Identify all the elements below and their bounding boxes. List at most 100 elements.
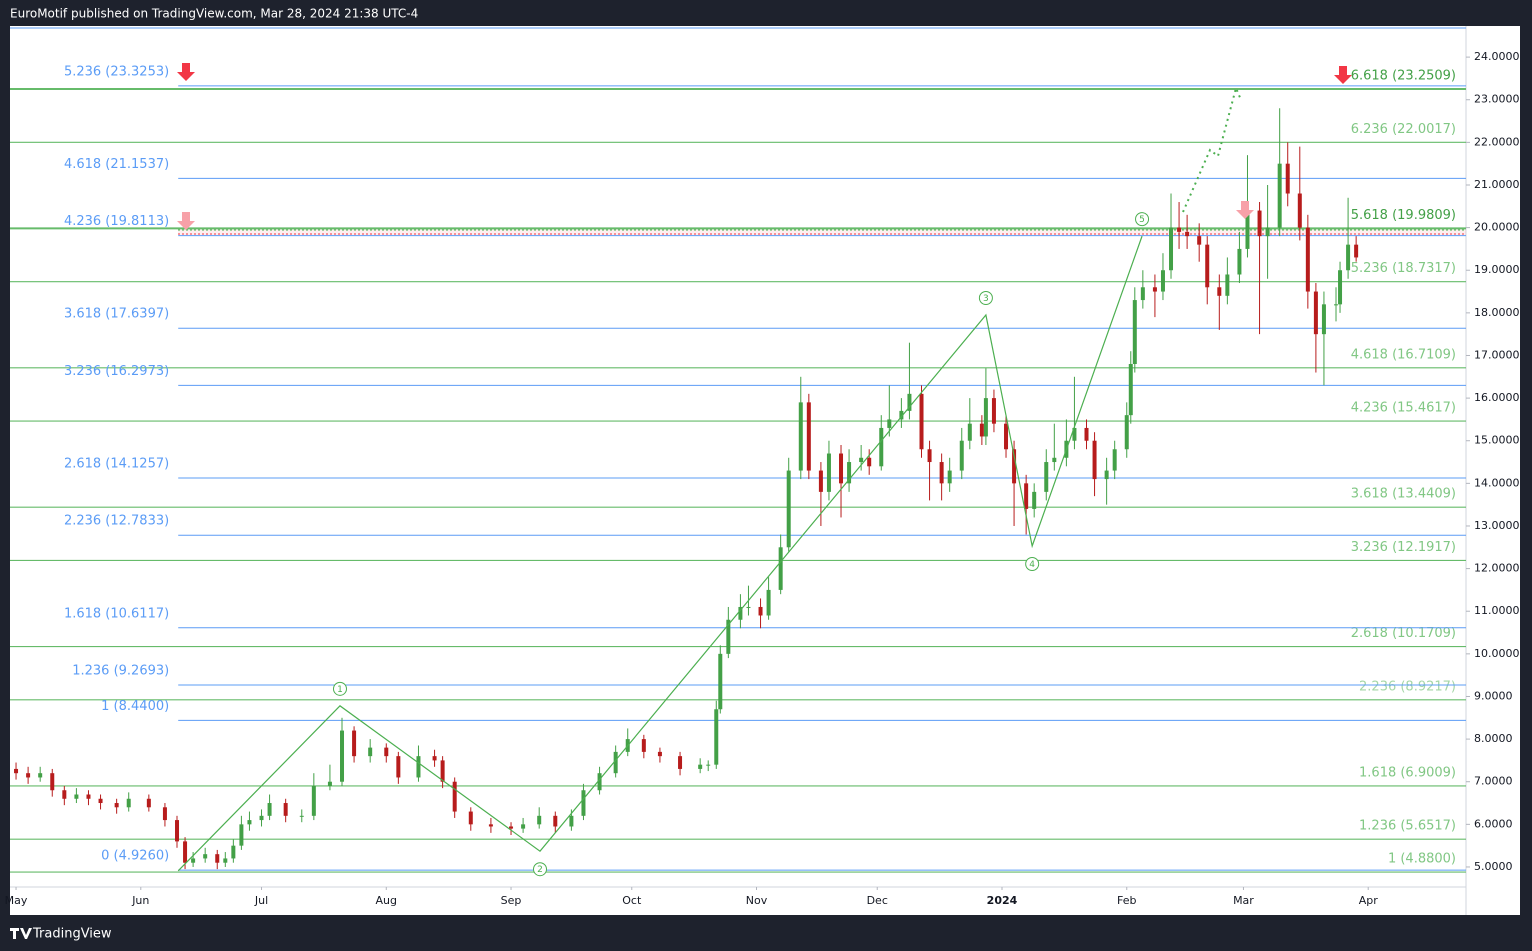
fib-level-label: 3.618 (17.6397)	[64, 307, 169, 322]
candle-body	[738, 606, 743, 620]
x-tick-label: Jul	[254, 894, 268, 907]
y-tick-label: 22.0000	[1474, 135, 1520, 148]
x-tick-label: Aug	[376, 894, 397, 907]
candle-body	[1245, 210, 1250, 249]
y-tick-label: 8.0000	[1474, 732, 1513, 745]
wave-label: 1	[337, 685, 343, 695]
candle-body	[239, 824, 244, 846]
fib-level-label: 4.236 (19.8113)	[64, 214, 169, 229]
candle-body	[867, 457, 872, 467]
candle-body	[1128, 364, 1133, 416]
candle-body	[979, 423, 984, 437]
candle-body	[1217, 287, 1222, 296]
y-tick-label: 7.0000	[1474, 775, 1513, 788]
header-text: EuroMotif published on TradingView.com, …	[10, 7, 418, 21]
candle-body	[283, 803, 288, 816]
candle-body	[440, 760, 445, 782]
candle-body	[1285, 163, 1290, 194]
target-zone	[178, 228, 1466, 235]
arrow-down	[177, 63, 195, 81]
wave-label: 4	[1029, 560, 1035, 570]
candle-body	[384, 747, 389, 757]
wave-label: 5	[1139, 215, 1145, 225]
fib-level-label: 1 (8.4400)	[101, 699, 169, 714]
arrow-down	[1236, 201, 1254, 219]
candle-body	[352, 730, 357, 757]
y-tick-label: 21.0000	[1474, 178, 1520, 191]
chart-panel	[10, 26, 1520, 915]
candle-body	[1185, 231, 1190, 237]
fib-level-label: 2.618 (10.1709)	[1351, 626, 1456, 641]
candle-body	[726, 619, 731, 654]
wave-label-circle	[978, 290, 993, 305]
candle-body	[1160, 270, 1165, 292]
candle-body	[553, 815, 558, 827]
candle-body	[613, 751, 618, 774]
candle-body	[1044, 462, 1049, 492]
wave-label: 3	[983, 294, 989, 304]
candle-body	[1024, 483, 1029, 509]
fib-level-label: 4.618 (21.1537)	[64, 157, 169, 172]
fib-level-label: 0 (4.9260)	[101, 849, 169, 864]
candle-body	[939, 462, 944, 484]
candle-body	[368, 747, 373, 757]
candle-body	[907, 393, 912, 411]
candle-body	[1354, 244, 1359, 258]
y-tick-label: 16.0000	[1474, 391, 1520, 404]
candle-body	[887, 419, 892, 428]
fib-level-label: 2.618 (14.1257)	[64, 456, 169, 471]
y-tick-label: 14.0000	[1474, 476, 1520, 489]
candle-body	[396, 756, 401, 778]
brand-text: TradingView	[32, 927, 112, 942]
y-tick-label: 9.0000	[1474, 689, 1513, 702]
candle-body	[927, 449, 932, 463]
fib-level-label: 1.236 (9.2693)	[72, 663, 169, 678]
candle-body	[340, 730, 345, 782]
candle-body	[839, 453, 844, 484]
x-tick-label: Mar	[1233, 894, 1254, 907]
x-tick-label: May	[5, 894, 28, 907]
candle-body	[14, 768, 19, 774]
y-tick-label: 5.0000	[1474, 860, 1513, 873]
fib-level-label: 5.236 (23.3253)	[64, 64, 169, 79]
candle-body	[766, 589, 771, 616]
arrow-down	[1334, 66, 1352, 84]
fib-level-label: 5.236 (18.7317)	[1351, 261, 1456, 276]
candle-body	[899, 410, 904, 420]
candle-body	[416, 756, 421, 778]
x-tick-label: Feb	[1117, 894, 1136, 907]
candle-body	[521, 824, 526, 829]
candle-body	[468, 811, 473, 825]
candle-body	[488, 824, 493, 827]
candle-body	[299, 815, 304, 817]
y-tick-label: 13.0000	[1474, 519, 1520, 532]
candle-body	[432, 756, 437, 761]
y-tick-label: 11.0000	[1474, 604, 1520, 617]
wave-label-circle	[1135, 212, 1150, 227]
candle-body	[74, 794, 79, 799]
annotations: 1 2 3 4 5	[177, 63, 1352, 877]
candle-body	[758, 606, 763, 616]
candle-body	[1265, 227, 1270, 237]
candle-body	[1297, 193, 1302, 228]
candle-body	[1305, 227, 1310, 292]
candle-body	[86, 794, 91, 799]
x-tick-label: 2024	[987, 894, 1018, 907]
candle-body	[1152, 287, 1157, 292]
candle-body	[947, 470, 952, 484]
candle-body	[967, 423, 972, 441]
candle-body	[641, 739, 646, 752]
candle-body	[509, 826, 514, 829]
x-tick-label: Jun	[131, 894, 149, 907]
candle-body	[1092, 440, 1097, 480]
fib-level-label: 6.236 (22.0017)	[1351, 122, 1456, 137]
candle-body	[1004, 423, 1009, 450]
fib-level-label: 4.236 (15.4617)	[1351, 401, 1456, 416]
candle-body	[311, 785, 316, 816]
wave-label-circle	[332, 681, 347, 696]
candle-body	[1012, 449, 1017, 484]
candle-body	[879, 427, 884, 467]
candle-body	[126, 798, 131, 808]
candle-body	[327, 781, 332, 786]
candle-body	[959, 440, 964, 471]
